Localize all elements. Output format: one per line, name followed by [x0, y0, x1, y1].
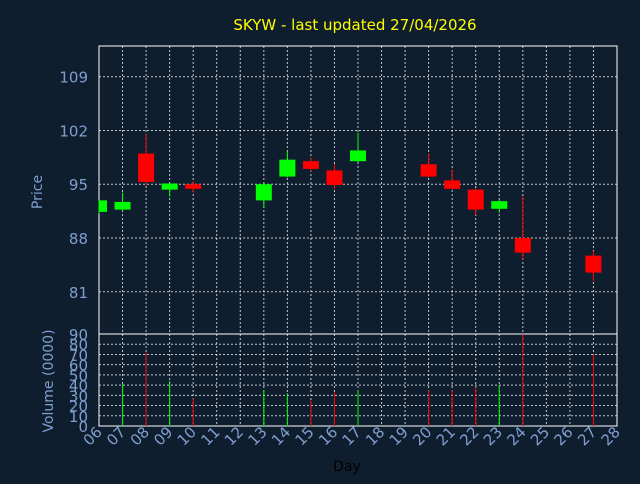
- candle-body: [185, 184, 202, 189]
- x-tick-label: 08: [127, 423, 153, 449]
- volume-tick-label: 20: [69, 398, 88, 416]
- x-tick-label: 11: [197, 423, 223, 449]
- chart-title: SKYW - last updated 27/04/2026: [233, 16, 476, 34]
- volume-tick-label: 10: [69, 408, 88, 426]
- candle-body: [491, 201, 508, 209]
- price-tick-label: 102: [59, 122, 88, 140]
- candle-body: [99, 200, 107, 212]
- candle-body: [138, 153, 155, 182]
- x-tick-label: 16: [315, 423, 341, 449]
- candle-body: [161, 183, 178, 190]
- x-axis-label: Day: [333, 459, 361, 475]
- x-tick-label: 24: [503, 423, 529, 449]
- price-tick-label: 95: [69, 176, 88, 194]
- price-axis-label: Price: [30, 175, 46, 209]
- volume-tick-label: 50: [69, 367, 88, 385]
- x-tick-label: 28: [598, 423, 624, 449]
- volume-tick-label: 0: [78, 418, 88, 436]
- x-tick-label: 18: [362, 423, 388, 449]
- x-tick-label: 20: [409, 423, 435, 449]
- x-tick-label: 07: [103, 423, 129, 449]
- x-tick-label: 25: [527, 423, 553, 449]
- x-tick-label: 23: [480, 423, 506, 449]
- x-tick-label: 27: [574, 423, 600, 449]
- candle-body: [279, 159, 296, 177]
- volume-tick-label: 90: [69, 326, 88, 344]
- price-tick-label: 109: [59, 69, 88, 87]
- x-tick-label: 14: [268, 423, 294, 449]
- candle-body: [585, 255, 602, 273]
- candle-body: [467, 189, 484, 210]
- price-tick-label: 88: [69, 230, 88, 248]
- candle-body: [326, 170, 343, 186]
- candle-body: [302, 161, 319, 169]
- x-tick-label: 12: [221, 423, 247, 449]
- volume-tick-label: 60: [69, 357, 88, 375]
- volume-axis-label: Volume (0000): [41, 329, 57, 432]
- x-tick-label: 22: [456, 423, 482, 449]
- x-tick-label: 21: [433, 423, 459, 449]
- candle-body: [514, 238, 531, 253]
- volume-tick-label: 30: [69, 387, 88, 405]
- candle-body: [255, 184, 272, 201]
- x-tick-label: 26: [551, 423, 577, 449]
- candle-body: [350, 150, 366, 162]
- x-tick-label: 10: [174, 423, 200, 449]
- volume-tick-label: 80: [69, 336, 88, 354]
- x-tick-label: 15: [292, 423, 318, 449]
- x-tick-label: 19: [386, 423, 412, 449]
- x-tick-label: 09: [150, 423, 176, 449]
- candle-body: [444, 180, 461, 189]
- volume-tick-label: 70: [69, 346, 88, 364]
- candle-body: [420, 164, 437, 177]
- price-tick-label: 81: [69, 284, 88, 302]
- x-tick-label: 17: [339, 423, 365, 449]
- volume-tick-label: 40: [69, 377, 88, 395]
- candle-body: [114, 201, 131, 210]
- x-tick-label: 13: [244, 423, 270, 449]
